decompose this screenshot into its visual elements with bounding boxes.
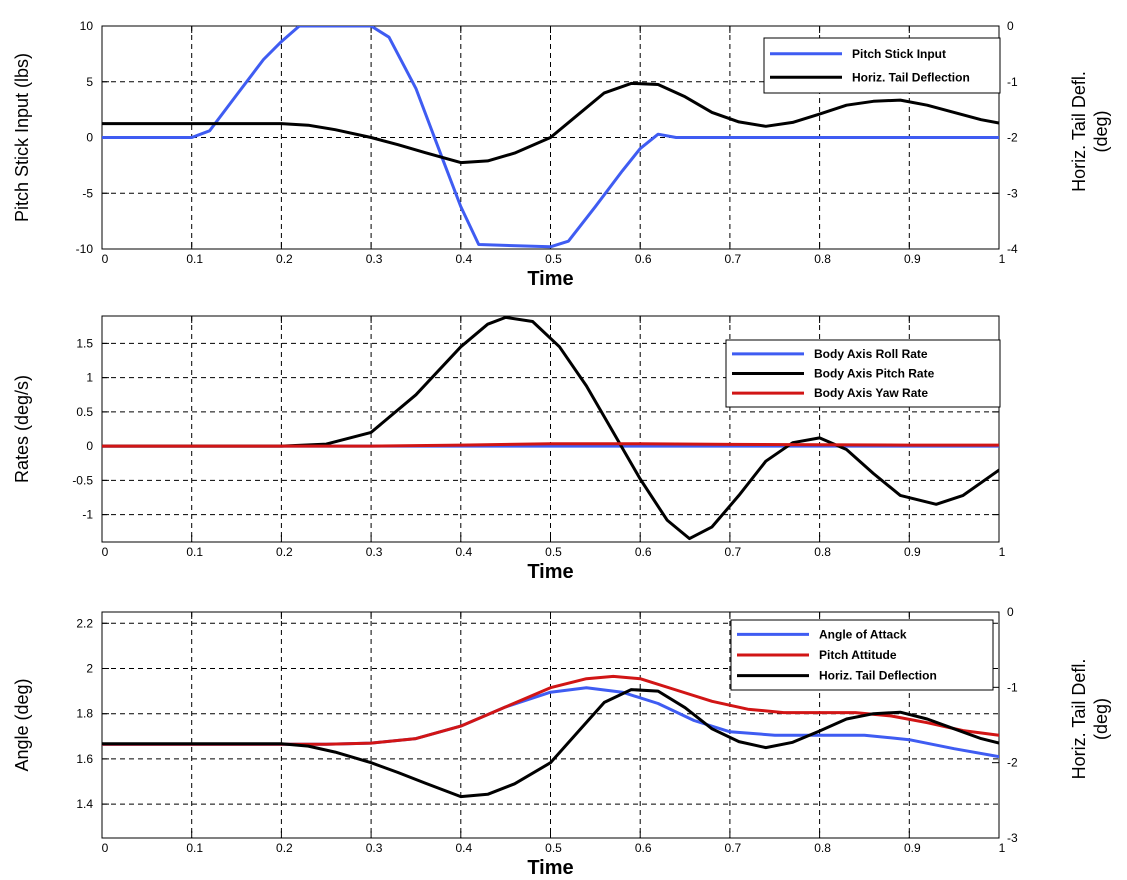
y2-tick-label: -2	[1007, 131, 1018, 145]
legend-entry: Body Axis Pitch Rate	[814, 367, 935, 381]
y2-axis-title-line2: (deg)	[1091, 698, 1111, 740]
x-tick-label: 0	[102, 841, 109, 855]
x-axis-title: Time	[527, 857, 573, 875]
y2-axis-title-line2: (deg)	[1091, 110, 1111, 152]
x-tick-label: 0.8	[814, 545, 831, 559]
x-tick-label: 0	[102, 545, 109, 559]
y2-tick-label: -3	[1007, 186, 1018, 200]
y-tick-label: 1.5	[76, 336, 93, 350]
legend-entry: Body Axis Roll Rate	[814, 347, 928, 361]
x-tick-label: 1	[999, 841, 1006, 855]
series-line-1	[102, 26, 999, 249]
x-tick-label: 0.6	[635, 841, 652, 855]
x-tick-label: 0.7	[725, 252, 742, 266]
y2-tick-label: -4	[1007, 242, 1018, 256]
x-tick-label: 0.3	[366, 545, 383, 559]
y-tick-label: 0	[86, 439, 93, 453]
series-line-3	[102, 688, 999, 799]
legend-entry: Angle of Attack	[819, 627, 907, 641]
x-axis-title: Time	[527, 561, 573, 583]
legend-entry: Horiz. Tail Deflection	[819, 669, 937, 683]
x-tick-label: 0.4	[455, 252, 472, 266]
y-tick-label: -0.5	[72, 473, 93, 487]
x-tick-label: 0.1	[186, 252, 203, 266]
legend-entry: Horiz. Tail Deflection	[852, 70, 970, 84]
series-line-2	[102, 316, 999, 541]
x-tick-label: 0.8	[814, 841, 831, 855]
x-tick-label: 0.2	[276, 545, 293, 559]
y-tick-label: 5	[86, 75, 93, 89]
chart-panel-3: 0 0.1 0.2 0.3 0.4 0.5 0.6 0.7 0.8 0.9 1 1.4 1.6 1.8 2 2…	[12, 605, 1111, 879]
y-tick-label: 1.6	[76, 752, 93, 766]
x-tick-label: 1	[999, 252, 1006, 266]
y-axis-title: Angle (deg)	[12, 678, 32, 771]
x-tick-label: 0.4	[455, 841, 472, 855]
x-tick-label: 0.2	[276, 841, 293, 855]
y2-axis-title-line1: Horiz. Tail Defl.	[1069, 71, 1089, 192]
y-tick-label: 2.2	[76, 616, 93, 630]
x-tick-label: 0.4	[455, 545, 472, 559]
x-axis-title: Time	[527, 268, 573, 290]
legend: Body Axis Roll Rate Body Axis Pitch Rate B…	[725, 339, 1001, 408]
y-tick-label: 1.8	[76, 707, 93, 721]
legend: Pitch Stick Input Horiz. Tail Deflection	[763, 37, 1001, 94]
x-tick-label: 1	[999, 545, 1006, 559]
y-tick-label: -5	[82, 186, 93, 200]
y-tick-label: 0.5	[76, 405, 93, 419]
y2-tick-label: 0	[1007, 19, 1014, 33]
chart-panel-2: 0 0.1 0.2 0.3 0.4 0.5 0.6 0.7 0.8 0.9 1 -1 -0.5 0 0.5 1…	[12, 315, 1006, 583]
y-tick-label: 10	[80, 19, 94, 33]
x-tick-label: 0.6	[635, 545, 652, 559]
x-tick-label: 0.9	[904, 841, 921, 855]
legend-box	[763, 37, 1001, 94]
y2-tick-label: -1	[1007, 680, 1018, 694]
x-tick-label: 0.8	[814, 252, 831, 266]
x-tick-label: 0.5	[545, 545, 562, 559]
y-axis-title: Pitch Stick Input (lbs)	[12, 53, 32, 222]
legend-entry: Body Axis Yaw Rate	[814, 386, 928, 400]
y-tick-label: 0	[86, 131, 93, 145]
x-tick-label: 0.1	[186, 841, 203, 855]
series-line-2	[102, 674, 999, 746]
y2-tick-label: -1	[1007, 75, 1018, 89]
x-tick-label: 0.9	[904, 252, 921, 266]
x-tick-label: 0.5	[545, 841, 562, 855]
x-tick-label: 0.3	[366, 841, 383, 855]
y2-axis-title-line1: Horiz. Tail Defl.	[1069, 659, 1089, 780]
series-line-2	[102, 81, 999, 165]
y2-tick-label: -3	[1007, 831, 1018, 845]
x-tick-label: 0.2	[276, 252, 293, 266]
y-tick-label: -10	[76, 242, 94, 256]
y2-tick-label: -2	[1007, 756, 1018, 770]
legend-entry: Pitch Attitude	[819, 648, 897, 662]
y-tick-label: 2	[86, 662, 93, 676]
y-tick-label: 1	[86, 371, 93, 385]
x-tick-label: 0	[102, 252, 109, 266]
x-tick-label: 0.6	[635, 252, 652, 266]
chart-panel-1: 0 0.1 0.2 0.3 0.4 0.5 0.6 0.7 0.8 0.9 1-10-50510-4…	[12, 19, 1111, 290]
x-tick-label: 0.1	[186, 545, 203, 559]
x-tick-label: 0.7	[725, 841, 742, 855]
series-line-3	[102, 442, 999, 448]
y-tick-label: -1	[82, 508, 93, 522]
x-tick-label: 0.5	[545, 252, 562, 266]
legend-entry: Pitch Stick Input	[852, 47, 946, 61]
x-tick-label: 0.7	[725, 545, 742, 559]
x-tick-label: 0.9	[904, 545, 921, 559]
y-axis-title: Rates (deg/s)	[12, 375, 32, 483]
legend: Angle of Attack Pitch Attitude Horiz. Tail…	[730, 619, 994, 691]
y-tick-label: 1.4	[76, 797, 93, 811]
y2-tick-label: 0	[1007, 605, 1014, 619]
x-tick-label: 0.3	[366, 252, 383, 266]
